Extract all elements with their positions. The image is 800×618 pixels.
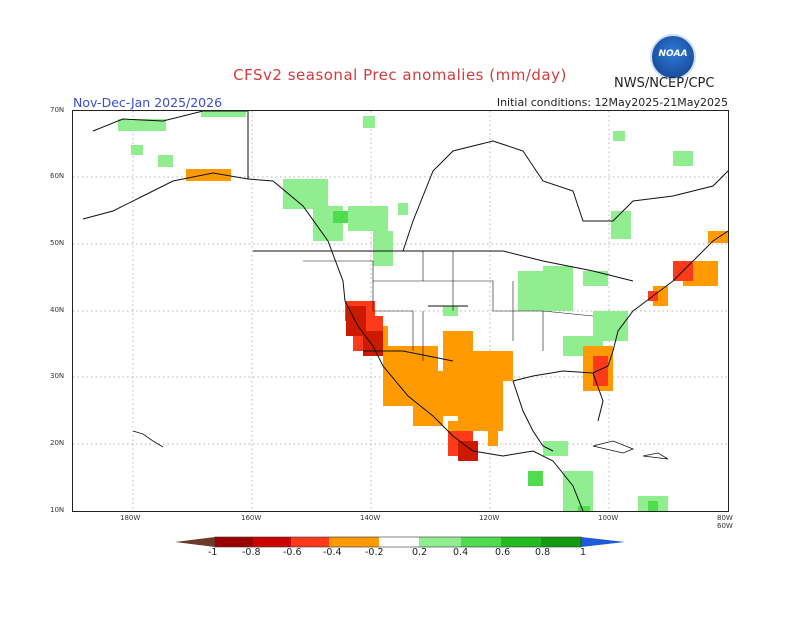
colorbar-svg <box>175 536 625 548</box>
colorbar-swatch <box>501 537 541 547</box>
colorbar-swatch <box>581 537 625 547</box>
colorbar-swatch <box>541 537 581 547</box>
colorbar-label: -0.4 <box>323 547 342 558</box>
colorbar-label: -1 <box>208 547 218 558</box>
lat-label: 30N <box>50 372 65 380</box>
colorbar-swatch <box>379 537 419 547</box>
map-svg <box>73 110 729 512</box>
lon-label: 140W <box>360 514 381 522</box>
colorbar-swatch <box>329 537 379 547</box>
colorbar-label: 0.6 <box>495 547 511 558</box>
colorbar-label: 1 <box>580 547 587 558</box>
lon-label: 100W <box>598 514 619 522</box>
wet-anomaly-regions <box>118 111 693 511</box>
lon-label: 80W <box>717 514 733 522</box>
lat-label: 20N <box>50 439 65 447</box>
lon-label: 160W <box>241 514 262 522</box>
colorbar-label: -0.8 <box>242 547 261 558</box>
colorbar-label: -0.2 <box>365 547 384 558</box>
season-label: Nov-Dec-Jan 2025/2026 <box>73 95 223 110</box>
wet-anomaly-strong <box>333 211 658 511</box>
lon-label: 60W <box>717 522 733 530</box>
noaa-logo: NOAA <box>650 34 696 80</box>
lat-label: 70N <box>50 106 65 114</box>
colorbar-swatch <box>461 537 501 547</box>
colorbar-swatch <box>215 537 253 547</box>
colorbar-label: 0.4 <box>453 547 469 558</box>
colorbar <box>175 534 630 553</box>
colorbar-swatch <box>291 537 329 547</box>
colorbar-label: 0.8 <box>535 547 551 558</box>
chart-title: CFSv2 seasonal Prec anomalies (mm/day) <box>233 66 567 84</box>
lat-label: 10N <box>50 506 65 514</box>
colorbar-label: 0.2 <box>412 547 428 558</box>
initial-conditions-label: Initial conditions: 12May2025-21May2025 <box>496 96 728 109</box>
lon-label: 120W <box>479 514 500 522</box>
state-borders <box>303 251 594 361</box>
colorbar-label: -0.6 <box>283 547 302 558</box>
lat-label: 60N <box>50 172 65 180</box>
map-panel <box>72 110 729 512</box>
islands <box>132 430 669 460</box>
lon-label: 180W <box>120 514 141 522</box>
colorbar-swatch <box>253 537 291 547</box>
colorbar-swatch <box>419 537 461 547</box>
agency-label: NWS/NCEP/CPC <box>614 76 715 91</box>
colorbar-swatch <box>175 537 215 547</box>
lat-label: 40N <box>50 306 65 314</box>
lat-label: 50N <box>50 239 65 247</box>
coastlines <box>82 110 729 512</box>
